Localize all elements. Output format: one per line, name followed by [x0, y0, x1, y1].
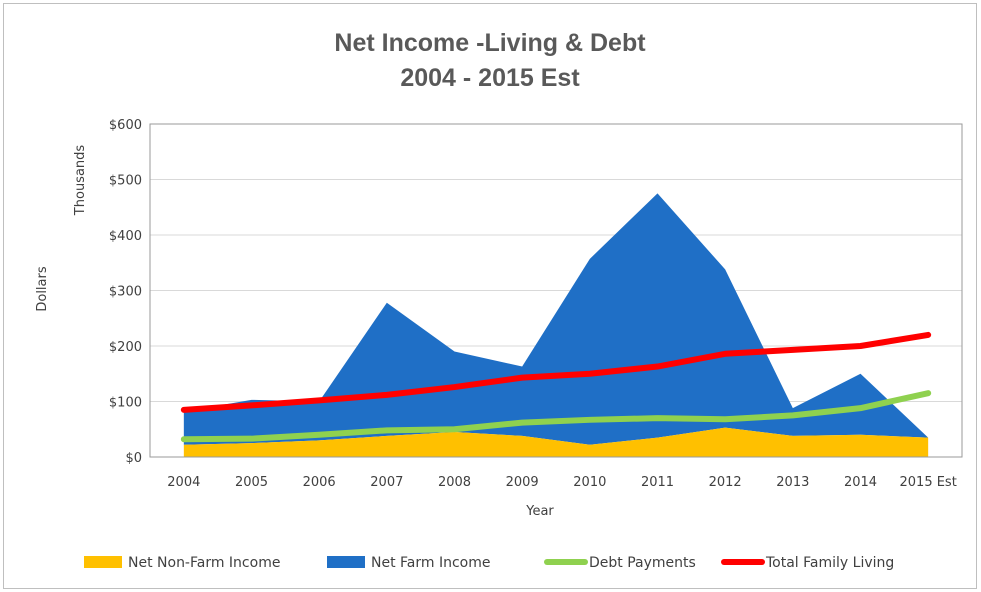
area-net-non-farm-income	[183, 427, 929, 457]
legend-swatch	[84, 556, 122, 568]
legend-label: Total Family Living	[765, 555, 894, 571]
line-series	[180, 331, 932, 443]
y-tick-label: $100	[109, 396, 142, 411]
area-series	[183, 193, 929, 457]
y-tick-label: $600	[109, 118, 142, 133]
line-total-family-living	[180, 331, 932, 413]
chart-subtitle: 2004 - 2015 Est	[400, 64, 580, 92]
x-tick-label: 2014	[844, 475, 877, 490]
x-axis-label: Year	[525, 504, 554, 519]
y-tick-label: $500	[109, 174, 142, 189]
legend: Net Non-Farm Income Net Farm Income Debt P…	[84, 555, 894, 571]
legend-label: Debt Payments	[589, 555, 696, 571]
x-axis-ticks: 2004 2005 2006 2007 2008 2009 2010 2011 2012 2013…	[167, 475, 957, 490]
x-tick-label: 2005	[235, 475, 268, 490]
chart-frame	[3, 3, 977, 589]
x-tick-label: 2007	[370, 475, 403, 490]
line-debt-payments	[180, 390, 932, 443]
y-tick-label: $400	[109, 229, 142, 244]
area-net-farm-income	[183, 193, 929, 445]
plot-area-border	[149, 123, 963, 458]
y-axis-label: Dollars	[35, 266, 50, 311]
y-axis-ticks: $0 $100 $200 $300 $400 $500 $600	[109, 118, 142, 466]
legend-label: Net Non-Farm Income	[128, 555, 280, 571]
y-tick-label: $0	[125, 451, 142, 466]
x-tick-label: 2008	[438, 475, 471, 490]
y-tick-label: $200	[109, 340, 142, 355]
x-tick-label: 2011	[641, 475, 674, 490]
x-tick-label: 2010	[573, 475, 606, 490]
y-axis-unit-label: Thousands	[73, 145, 88, 217]
y-tick-label: $300	[109, 285, 142, 300]
legend-label: Net Farm Income	[371, 555, 491, 571]
x-tick-label: 2009	[506, 475, 539, 490]
legend-swatch	[327, 556, 365, 568]
x-tick-label: 2004	[167, 475, 200, 490]
x-tick-label: 2006	[303, 475, 336, 490]
x-tick-label: 2013	[776, 475, 809, 490]
x-tick-label: 2012	[709, 475, 742, 490]
x-tick-label: 2015 Est	[900, 475, 957, 490]
chart-title: Net Income -Living & Debt	[334, 29, 646, 57]
